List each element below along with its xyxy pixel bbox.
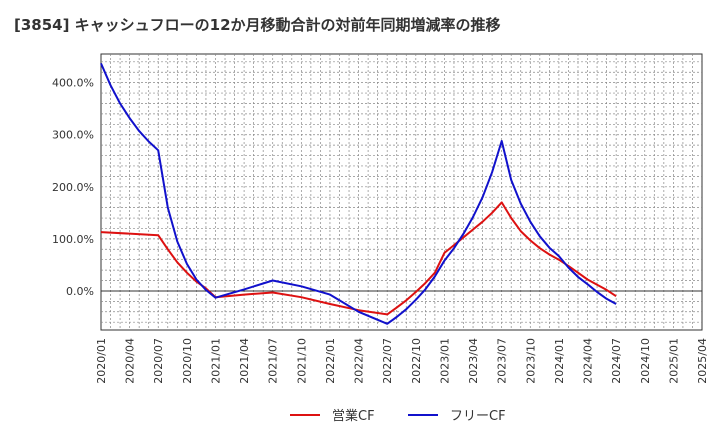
x-tick-label: 2023/04 (467, 338, 480, 384)
x-tick-label: 2021/04 (238, 338, 251, 384)
chart-title: [3854] キャッシュフローの12か月移動合計の対前年同期増減率の推移 (14, 16, 501, 34)
y-tick-label: 200.0% (52, 181, 94, 194)
x-tick-label: 2020/04 (124, 338, 137, 384)
series-line-operating-cf (100, 201, 617, 316)
x-tick-label: 2021/07 (267, 338, 280, 384)
legend-label: フリーCF (450, 409, 506, 424)
x-tick-label: 2023/01 (438, 338, 451, 384)
x-tick-label: 2020/10 (181, 338, 194, 384)
series-line-free-cf (100, 63, 617, 325)
x-tick-label: 2025/04 (696, 338, 709, 384)
x-tick-label: 2022/04 (353, 338, 366, 384)
y-tick-label: 400.0% (52, 77, 94, 90)
x-tick-label: 2024/01 (553, 338, 566, 384)
y-tick-label: 100.0% (52, 233, 94, 246)
x-tick-label: 2022/10 (410, 338, 423, 384)
x-tick-label: 2023/07 (496, 338, 509, 384)
x-tick-label: 2024/04 (582, 338, 595, 384)
x-tick-label: 2022/01 (324, 338, 337, 384)
x-tick-label: 2023/10 (524, 338, 537, 384)
x-tick-label: 2021/01 (209, 338, 222, 384)
x-tick-label: 2020/07 (152, 338, 165, 384)
legend: 営業CF フリーCF (290, 408, 506, 424)
x-tick-label: 2024/10 (639, 338, 652, 384)
plot-area (100, 53, 703, 331)
x-tick-label: 2025/01 (667, 338, 680, 384)
series-layer (100, 63, 617, 325)
x-tick-label: 2020/01 (95, 338, 108, 384)
grid-layer (100, 53, 703, 331)
x-tick-label: 2022/07 (381, 338, 394, 384)
y-tick-label: 300.0% (52, 129, 94, 142)
x-tick-label: 2021/10 (295, 338, 308, 384)
x-tick-label: 2024/07 (610, 338, 623, 384)
y-tick-label: 0.0% (66, 285, 94, 298)
legend-label: 営業CF (332, 408, 375, 424)
axis-layer: 0.0% 100.0% 200.0% 300.0% 400.0% 2020/01 2020/… (52, 77, 709, 384)
